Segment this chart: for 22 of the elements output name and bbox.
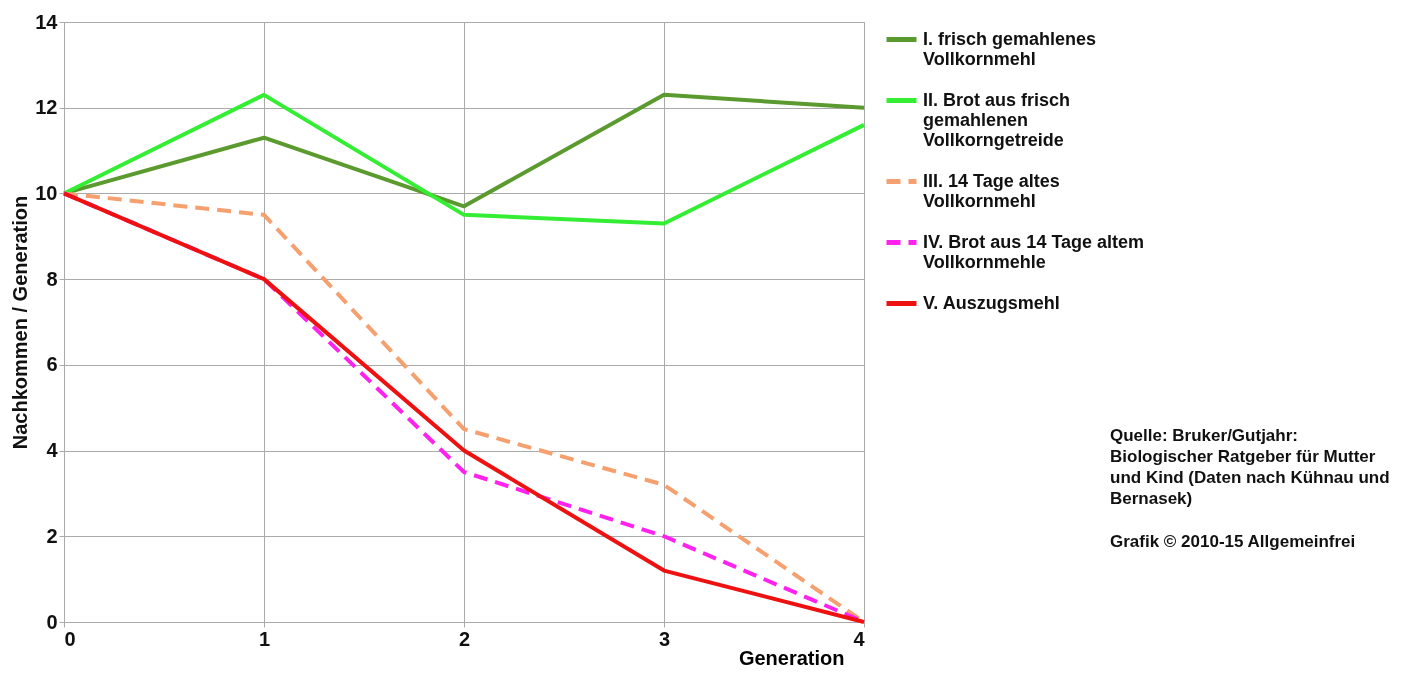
y-tick-label: 0 xyxy=(46,610,58,633)
y-tick-label: 6 xyxy=(46,353,58,376)
y-tick-label: 4 xyxy=(46,439,59,462)
x-tick-label: 0 xyxy=(64,627,76,650)
y-tick-label: 2 xyxy=(46,524,58,547)
source-note: Quelle: Bruker/Gutjahr: Biologischer Ratgeber für Mutter und Kind (Daten nach Kühnau und Bernasek) xyxy=(1110,425,1391,509)
legend-label: II. Brot aus frisch gemahlenen Vollkorngetreide xyxy=(923,89,1071,150)
x-axis-title: Generation xyxy=(738,646,845,669)
text: Grafik © 2010-15 Allgemeinfrei xyxy=(1110,531,1357,552)
y-tick-label: 12 xyxy=(35,96,58,119)
x-tick-label: 2 xyxy=(458,627,471,650)
x-tick-label: 1 xyxy=(258,627,271,650)
legend-label: IV. Brot aus 14 Tage altem Vollkornmehle xyxy=(923,231,1145,272)
x-tick-label: 3 xyxy=(658,627,671,650)
y-tick-label: 14 xyxy=(35,10,59,33)
legend-label: V. Auszugsmehl xyxy=(923,292,1060,313)
y-axis-title: Nachkommen / Generation xyxy=(9,195,32,450)
legend-label: I. frisch gemahlenes Vollkornmehl xyxy=(923,28,1097,69)
legend-label: III. 14 Tage altes Vollkornmehl xyxy=(923,170,1060,211)
x-tick-label: 4 xyxy=(853,627,866,650)
y-tick-label: 8 xyxy=(46,267,58,290)
y-tick-label: 10 xyxy=(35,181,58,204)
